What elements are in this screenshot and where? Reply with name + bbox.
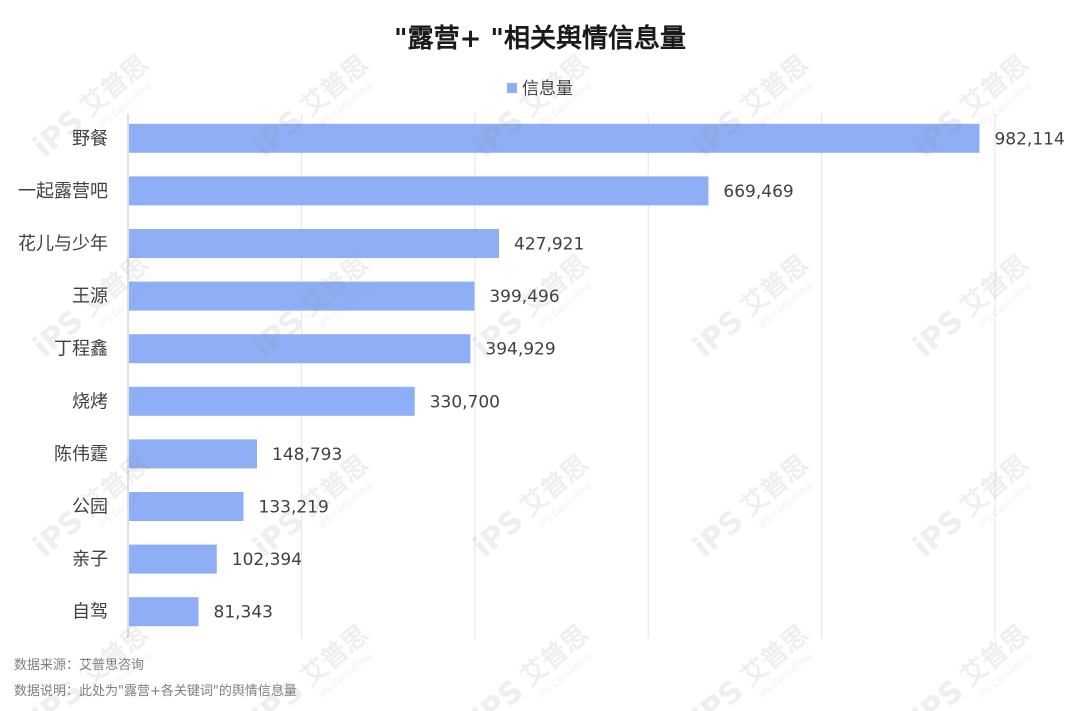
bar [129,281,475,311]
bar [129,334,471,364]
category-tick-label: 亲子 [72,549,108,570]
category-tick-label: 公园 [72,497,108,518]
data-source-note: 数据来源：艾普思咨询 [14,658,145,673]
category-tick-label: 烧烤 [72,391,108,412]
chart-legend: 信息量 [0,74,1080,99]
category-tick-label: 自驾 [72,602,108,623]
category-tick-label: 陈伟霆 [54,444,108,465]
data-label: 669,469 [723,182,793,202]
bar [129,123,980,153]
data-label: 148,793 [272,445,342,465]
category-tick-label: 野餐 [72,128,108,149]
data-label: 427,921 [514,235,584,255]
data-label: 399,496 [489,287,559,307]
legend-swatch [507,83,517,93]
bar [129,229,500,258]
legend-label: 信息量 [522,79,573,99]
category-tick-label: 王源 [72,286,108,307]
data-label: 81,343 [214,603,273,623]
category-tick-label: 丁程鑫 [54,339,108,360]
bar [129,492,244,521]
data-label: 394,929 [485,340,555,360]
data-label: 133,219 [259,498,329,518]
data-label: 982,114 [994,129,1064,149]
category-tick-label: 一起露营吧 [18,181,108,202]
bar [129,544,217,574]
bar [129,439,258,469]
bar [129,176,709,206]
category-tick-label: 花儿与少年 [18,234,108,255]
data-label: 330,700 [430,392,500,412]
data-explanation-note: 数据说明：此处为"露营+各关键词"的舆情信息量 [14,684,297,699]
chart-title: "露营+ "相关舆情信息量 [394,24,686,54]
bar [129,386,415,416]
data-label: 102,394 [232,550,302,570]
bar [129,597,199,627]
